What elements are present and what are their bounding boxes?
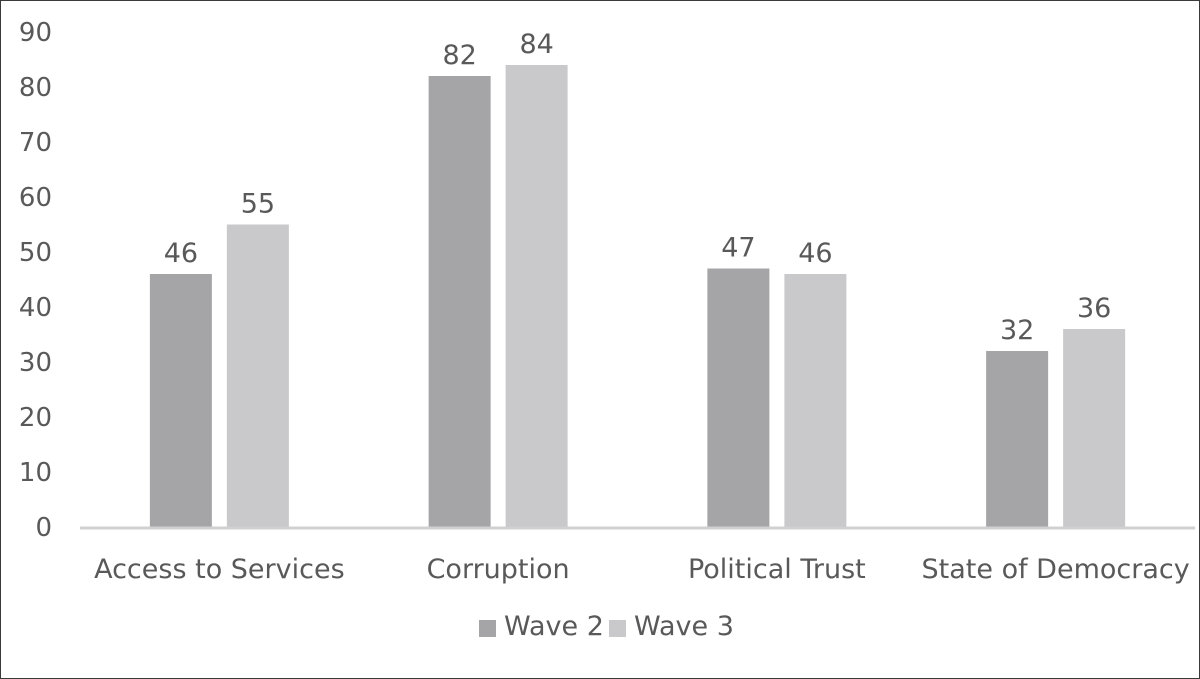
data-label: 46 xyxy=(798,238,832,269)
legend-label: Wave 2 xyxy=(504,611,604,642)
y-tick-label: 80 xyxy=(19,73,52,103)
data-labels: 46 55 82 84 47 46 32 36 xyxy=(164,29,1112,346)
bar xyxy=(784,274,847,527)
y-tick-label: 50 xyxy=(19,238,52,268)
bar xyxy=(707,268,770,527)
bar xyxy=(428,76,491,527)
x-axis-category-labels: Access to Services Corruption Political Tr… xyxy=(94,554,1190,585)
bar xyxy=(986,351,1049,527)
bar xyxy=(149,274,212,527)
y-tick-label: 10 xyxy=(19,458,52,488)
bars xyxy=(149,65,1126,527)
y-tick-label: 60 xyxy=(19,183,52,213)
y-tick-label: 90 xyxy=(19,18,52,48)
y-axis-tick-labels: 0 10 20 30 40 50 60 70 80 90 xyxy=(19,18,52,543)
data-label: 36 xyxy=(1077,293,1111,324)
y-tick-label: 20 xyxy=(19,403,52,433)
data-label: 46 xyxy=(164,238,198,269)
data-label: 82 xyxy=(442,40,476,71)
data-label: 32 xyxy=(1000,315,1034,346)
bar xyxy=(1063,329,1126,527)
y-tick-label: 30 xyxy=(19,348,52,378)
x-category-label: Corruption xyxy=(427,554,570,585)
y-tick-label: 70 xyxy=(19,128,52,158)
data-label: 84 xyxy=(519,29,553,60)
bar xyxy=(226,224,289,527)
y-tick-label: 40 xyxy=(19,293,52,323)
legend-swatch xyxy=(479,620,496,637)
x-category-label: State of Democracy xyxy=(922,554,1190,585)
data-label: 55 xyxy=(241,189,275,220)
x-category-label: Political Trust xyxy=(688,554,866,585)
y-tick-label: 0 xyxy=(35,513,52,543)
bar xyxy=(505,65,568,527)
legend-label: Wave 3 xyxy=(634,611,734,642)
legend-swatch xyxy=(609,620,626,637)
legend: Wave 2 Wave 3 xyxy=(479,611,734,642)
data-label: 47 xyxy=(721,233,755,264)
x-category-label: Access to Services xyxy=(94,554,345,585)
